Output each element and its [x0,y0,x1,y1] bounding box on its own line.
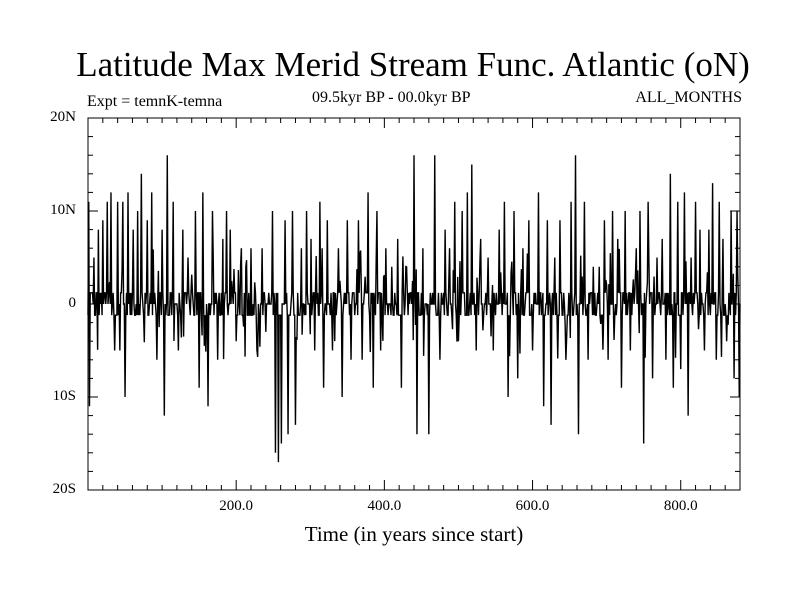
series-line-0 [87,155,741,463]
chart-title: Latitude Max Merid Stream Func. Atlantic… [76,45,750,84]
x-tick-label: 600.0 [515,498,550,514]
x-tick-label: 400.0 [367,498,402,514]
x-tick-label: 800.0 [663,498,698,514]
x-tick-label: 200.0 [219,498,254,514]
time-range-label: 09.5kyr BP - 00.0kyr BP [312,89,471,106]
y-tick-label: 10N [50,202,76,218]
y-tick-label: 0 [68,295,77,311]
y-tick-label: 10S [52,388,76,404]
y-tick-label: 20S [52,481,76,497]
experiment-label: Expt = temnK-temna [87,93,223,110]
months-label: ALL_MONTHS [635,89,742,106]
y-tick-label: 20N [50,109,76,125]
x-axis-title: Time (in years since start) [304,522,524,546]
